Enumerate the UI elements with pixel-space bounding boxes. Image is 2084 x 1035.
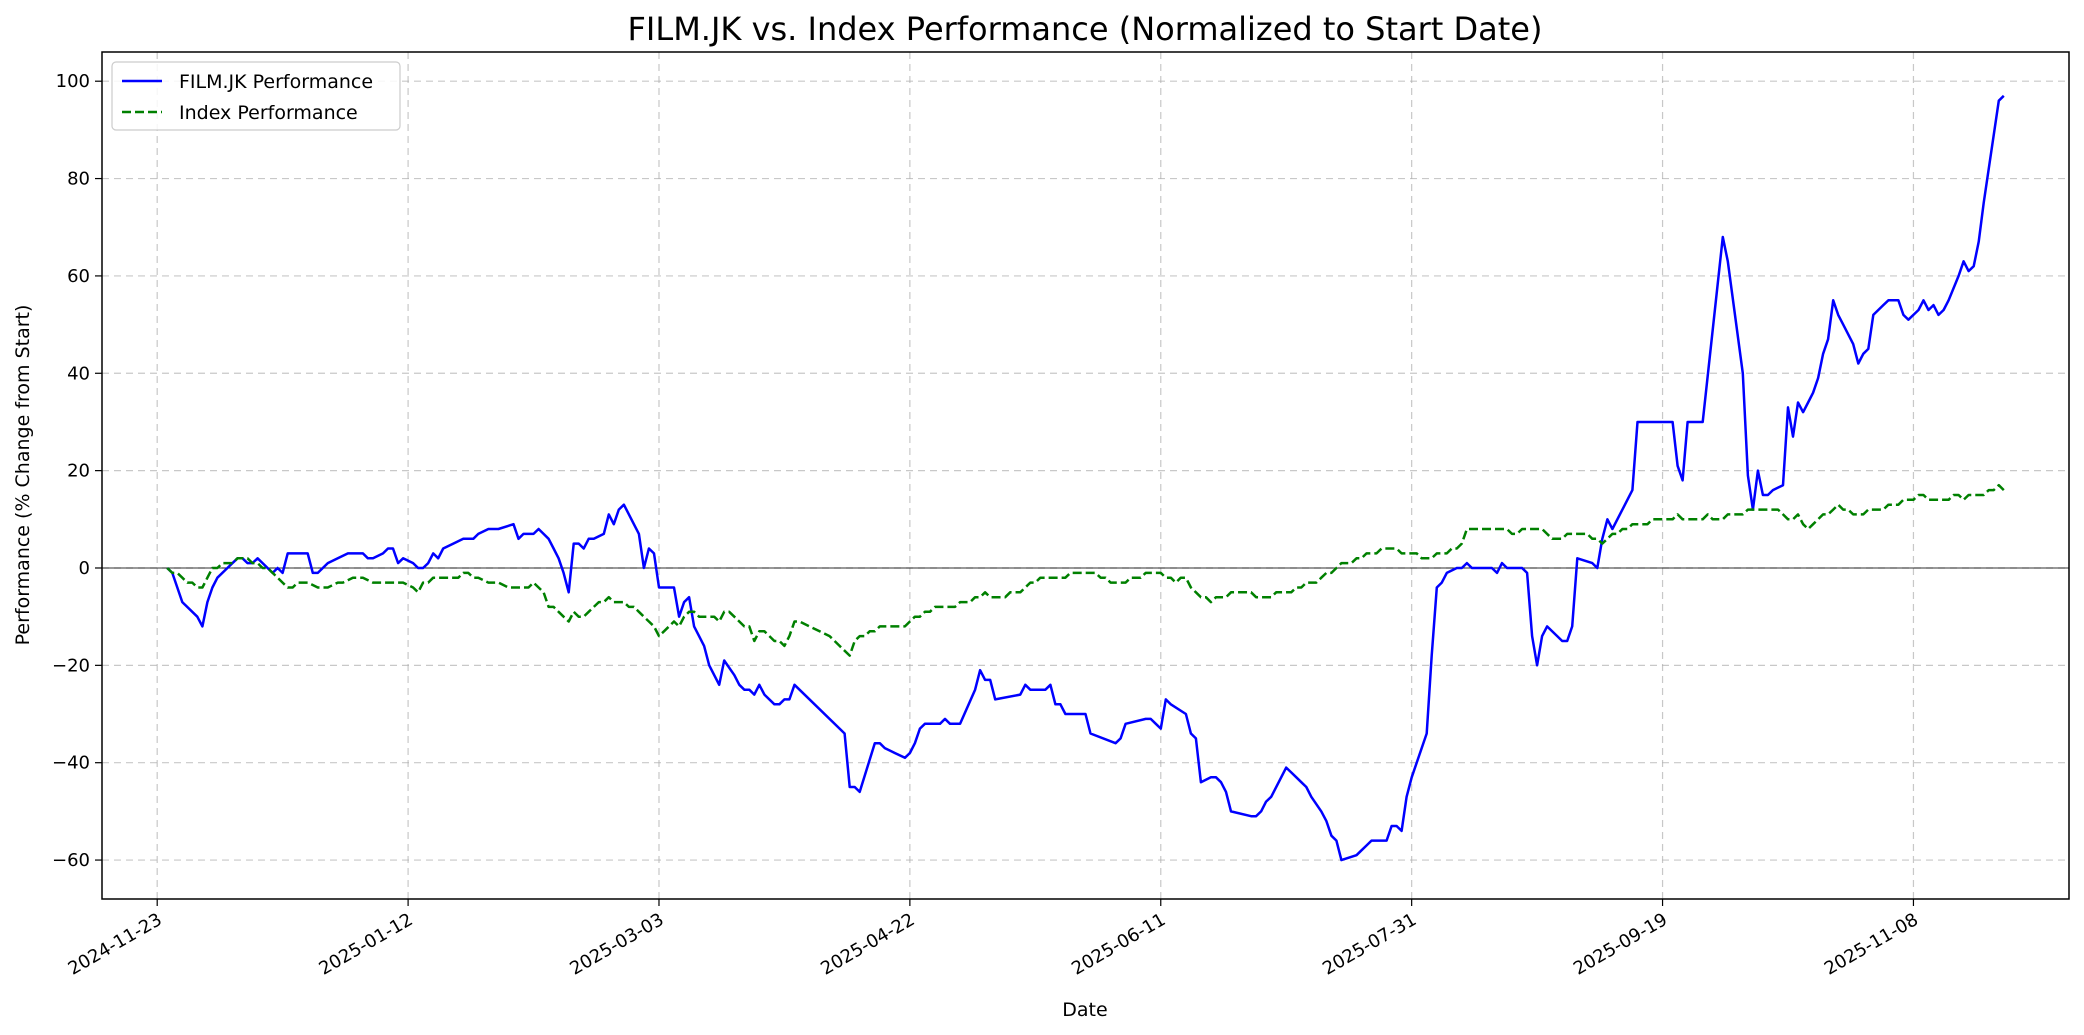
legend-label-film: FILM.JK Performance xyxy=(179,71,373,93)
legend-box xyxy=(111,61,401,131)
y-tick-label: 80 xyxy=(67,169,90,190)
y-tick-label: 20 xyxy=(67,461,90,482)
series-line-index xyxy=(166,483,2005,657)
plot-frame xyxy=(101,51,2070,900)
y-tick-label: 100 xyxy=(56,71,90,92)
x-axis-label: Date xyxy=(1062,999,1107,1021)
y-tick-label: −60 xyxy=(52,850,90,871)
y-axis-ticks: 100 80 60 40 20 0 −20 −40 −60 xyxy=(52,71,102,871)
y-tick-label: 0 xyxy=(79,558,90,579)
y-tick-label: 40 xyxy=(67,363,90,384)
chart-title: FILM.JK vs. Index Performance (Normalize… xyxy=(628,10,1543,48)
y-axis-label: Performance (% Change from Start) xyxy=(12,305,34,646)
legend-label-index: Index Performance xyxy=(179,102,358,124)
y-tick-label: −20 xyxy=(52,655,90,676)
series-line-film xyxy=(166,94,2005,862)
legend: FILM.JK Performance Index Performance xyxy=(111,61,401,131)
y-tick-label: 60 xyxy=(67,266,90,287)
series-lines xyxy=(166,94,2005,862)
y-tick-label: −40 xyxy=(52,753,90,774)
